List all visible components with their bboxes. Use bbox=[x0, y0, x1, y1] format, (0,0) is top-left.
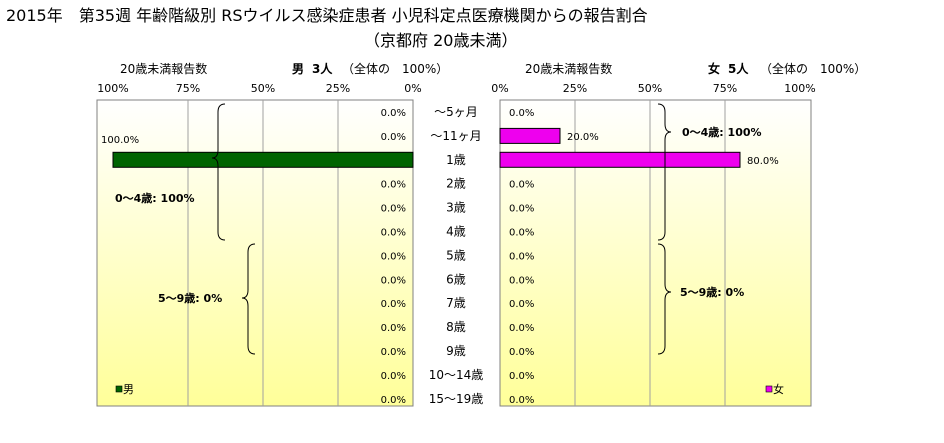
left-upper-bracket-label: 0～4歳: 100% bbox=[115, 191, 195, 205]
right-sex-label: 女 bbox=[708, 61, 720, 76]
female-value-label: 0.0% bbox=[509, 251, 534, 262]
age-category-label: 10～14歳 bbox=[429, 368, 484, 382]
female-value-label: 0.0% bbox=[509, 371, 534, 382]
left-total-label: （全体の 100%） bbox=[342, 61, 448, 76]
male-value-label: 0.0% bbox=[381, 204, 406, 215]
male-value-label: 0.0% bbox=[381, 132, 406, 143]
age-category-label: 5歳 bbox=[446, 248, 466, 262]
male-value-label: 100.0% bbox=[101, 135, 139, 146]
right-lower-bracket bbox=[657, 243, 672, 355]
female-value-label: 20.0% bbox=[567, 132, 599, 143]
male-value-label: 0.0% bbox=[381, 180, 406, 191]
age-category-label: 6歳 bbox=[446, 272, 466, 286]
age-category-label: 4歳 bbox=[446, 225, 466, 239]
female-value-label: 0.0% bbox=[509, 395, 534, 406]
female-value-label: 0.0% bbox=[509, 108, 534, 119]
age-category-label: 2歳 bbox=[446, 177, 466, 191]
chart-title: 2015年 第35週 年齢階級別 RSウイルス感染症患者 小児科定点医療機関から… bbox=[6, 6, 648, 25]
age-category-label: 9歳 bbox=[446, 344, 466, 358]
right-tick-label: 25% bbox=[563, 82, 587, 95]
age-category-label: 7歳 bbox=[446, 296, 466, 310]
left-tick-label: 50% bbox=[251, 82, 275, 95]
left-lower-bracket bbox=[241, 243, 256, 355]
left-sex-label: 男 bbox=[292, 62, 304, 76]
female-value-label: 0.0% bbox=[509, 323, 534, 334]
chart-subtitle: （京都府 20歳未満） bbox=[364, 31, 517, 50]
female-value-label: 0.0% bbox=[509, 180, 534, 191]
left-tick-label: 100% bbox=[97, 82, 128, 95]
female-value-label: 0.0% bbox=[509, 204, 534, 215]
age-category-label: 3歳 bbox=[446, 201, 466, 215]
left-upper-bracket bbox=[211, 103, 226, 241]
left-legend-label: 男 bbox=[123, 383, 134, 396]
female-value-label: 0.0% bbox=[509, 347, 534, 358]
female-value-label: 80.0% bbox=[747, 156, 779, 167]
left-plot-area bbox=[96, 99, 414, 407]
female-value-label: 0.0% bbox=[509, 228, 534, 239]
right-legend-swatch bbox=[765, 385, 773, 393]
right-upper-bracket-label: 0～4歳: 100% bbox=[682, 125, 762, 139]
right-tick-label: 100% bbox=[784, 82, 815, 95]
male-bar bbox=[112, 151, 414, 168]
age-category-label: 1歳 bbox=[446, 153, 466, 167]
left-tick-label: 75% bbox=[176, 82, 200, 95]
male-value-label: 0.0% bbox=[381, 347, 406, 358]
male-value-label: 0.0% bbox=[381, 323, 406, 334]
male-value-label: 0.0% bbox=[381, 395, 406, 406]
right-lower-bracket-label: 5～9歳: 0% bbox=[680, 285, 744, 299]
male-value-label: 0.0% bbox=[381, 108, 406, 119]
female-bar bbox=[499, 127, 561, 144]
right-count-label: 5人 bbox=[728, 61, 749, 76]
female-value-label: 0.0% bbox=[509, 275, 534, 286]
male-value-label: 0.0% bbox=[381, 275, 406, 286]
male-value-label: 0.0% bbox=[381, 371, 406, 382]
left-subtitle: 20歳未満報告数 bbox=[120, 61, 207, 76]
right-legend-label: 女 bbox=[773, 382, 784, 396]
left-lower-bracket-label: 5～9歳: 0% bbox=[158, 291, 222, 305]
right-plot-area bbox=[499, 99, 812, 407]
right-total-label: （全体の 100%） bbox=[760, 61, 866, 76]
female-value-label: 0.0% bbox=[509, 299, 534, 310]
left-tick-label: 25% bbox=[326, 82, 350, 95]
right-tick-label: 0% bbox=[491, 82, 508, 95]
age-category-label: 8歳 bbox=[446, 320, 466, 334]
age-category-label: 15～19歳 bbox=[429, 392, 484, 406]
female-bar bbox=[499, 151, 741, 168]
left-count-label: 3人 bbox=[312, 61, 333, 76]
left-tick-label: 0% bbox=[404, 82, 421, 95]
age-category-label: ～11ヶ月 bbox=[430, 129, 481, 143]
left-legend-swatch bbox=[115, 385, 123, 393]
right-subtitle: 20歳未満報告数 bbox=[525, 61, 612, 76]
male-value-label: 0.0% bbox=[381, 228, 406, 239]
age-category-label: ～5ヶ月 bbox=[434, 105, 478, 119]
right-tick-label: 75% bbox=[713, 82, 737, 95]
right-upper-bracket bbox=[657, 103, 672, 241]
right-tick-label: 50% bbox=[638, 82, 662, 95]
male-value-label: 0.0% bbox=[381, 299, 406, 310]
male-value-label: 0.0% bbox=[381, 251, 406, 262]
